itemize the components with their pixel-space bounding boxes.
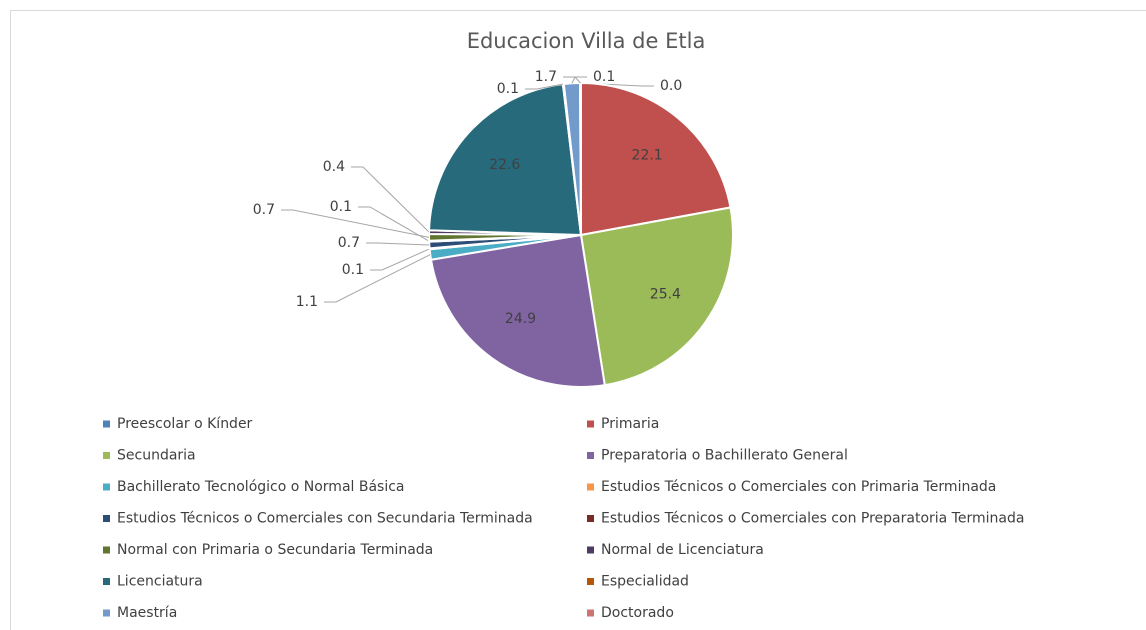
data-label: 0.4: [323, 159, 345, 175]
leader-line: [370, 248, 430, 271]
data-label: 0.7: [338, 235, 360, 251]
leader-line: [573, 76, 587, 84]
legend-swatch: [103, 483, 110, 491]
legend-label: Secundaria: [117, 448, 196, 464]
legend-label: Normal de Licenciatura: [601, 542, 764, 558]
data-label: 0.1: [330, 199, 352, 215]
data-label: 0.1: [497, 81, 519, 97]
legend-label: Preparatoria o Bachillerato General: [601, 448, 848, 464]
pie-slice: [579, 206, 734, 387]
legend-swatch: [587, 420, 594, 428]
data-label: 1.7: [535, 69, 557, 85]
leader-line: [525, 83, 564, 90]
data-label: 0.1: [593, 69, 615, 85]
legend-label: Normal con Primaria o Secundaria Termina…: [117, 542, 433, 558]
legend-label: Primaria: [601, 416, 659, 432]
legend-swatch: [103, 546, 110, 554]
legend-label: Licenciatura: [117, 574, 203, 590]
data-label: 0.0: [660, 78, 682, 94]
legend-label: Estudios Técnicos o Comerciales con Prep…: [601, 511, 1024, 527]
pie-slice: [429, 233, 606, 388]
chart-title: Educacion Villa de Etla: [467, 29, 706, 53]
legend-swatch: [587, 483, 594, 491]
pie-slice: [579, 81, 582, 236]
data-label: 1.1: [296, 294, 318, 310]
legend-swatch: [587, 578, 594, 585]
legend-swatch: [103, 452, 110, 459]
data-label: 0.1: [342, 262, 364, 278]
legend-label: Especialidad: [601, 574, 689, 590]
leader-line: [358, 206, 430, 242]
data-label: 22.1: [632, 148, 663, 164]
legend-label: Bachillerato Tecnológico o Normal Básica: [117, 479, 405, 495]
legend-swatch: [587, 546, 594, 554]
data-label: 24.9: [505, 311, 536, 327]
data-label: 22.6: [489, 157, 520, 173]
legend-swatch: [103, 578, 110, 585]
legend-swatch: [587, 452, 594, 459]
legend-label: Preescolar o Kínder: [117, 416, 253, 432]
legend-swatch: [103, 609, 110, 617]
leader-line: [366, 242, 430, 246]
leader-line: [324, 254, 431, 303]
data-label: 0.7: [253, 202, 275, 218]
legend-label: Estudios Técnicos o Comerciales con Secu…: [117, 511, 533, 527]
leader-line: [281, 209, 430, 238]
data-label: 25.4: [650, 287, 681, 303]
leader-line: [351, 166, 430, 233]
legend-label: Doctorado: [601, 605, 674, 621]
legend-label: Maestría: [117, 605, 177, 621]
legend-swatch: [587, 609, 594, 617]
pie-slice: [580, 81, 732, 237]
legend-swatch: [103, 515, 110, 522]
legend-swatch: [587, 515, 594, 522]
legend-label: Estudios Técnicos o Comerciales con Prim…: [601, 479, 996, 495]
legend-swatch: [103, 420, 110, 428]
